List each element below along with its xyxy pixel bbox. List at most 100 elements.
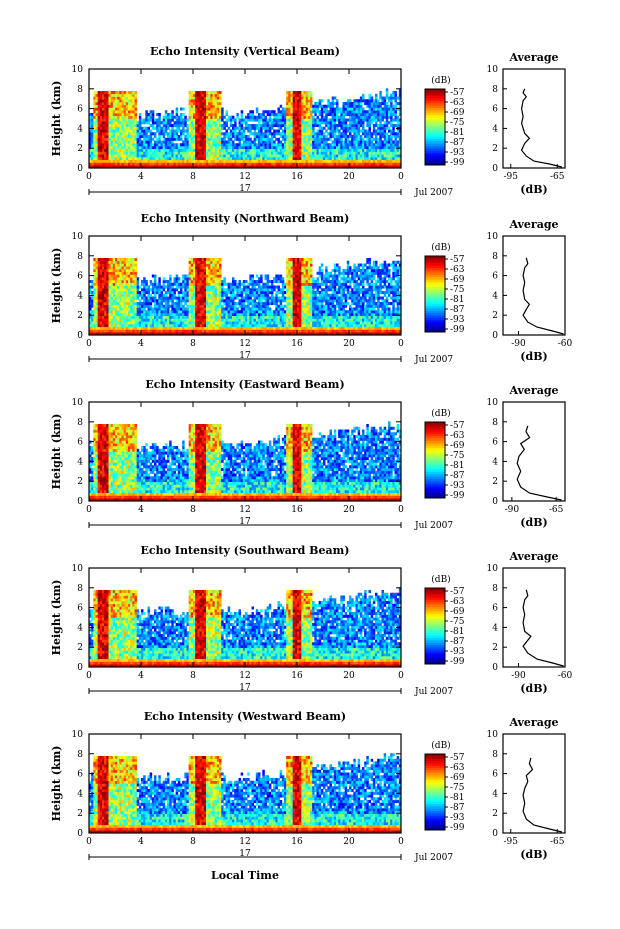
heatmap-cell	[95, 313, 98, 317]
heatmap-cell	[104, 304, 107, 308]
heatmap-cell	[149, 124, 153, 128]
heatmap-cell	[89, 307, 92, 311]
heatmap-cell	[151, 162, 155, 166]
heatmap-cell	[210, 329, 213, 333]
heatmap-cell	[390, 165, 393, 169]
heatmap-cell	[201, 165, 205, 169]
heatmap-cell	[227, 307, 231, 311]
heatmap-cell	[392, 157, 395, 161]
heatmap-cell	[223, 310, 226, 314]
heatmap-cell	[102, 313, 105, 317]
heatmap-cell	[136, 143, 140, 147]
heatmap-cell	[128, 329, 131, 333]
heatmap-cell	[158, 137, 161, 141]
heatmap-cell	[305, 124, 309, 128]
heatmap-cell	[102, 107, 105, 111]
heatmap-cell	[383, 96, 387, 100]
heatmap-cell	[346, 129, 350, 133]
heatmap-cell	[225, 129, 228, 133]
heatmap-cell	[392, 148, 395, 152]
heatmap-cell	[136, 282, 140, 286]
heatmap-cell	[99, 315, 103, 319]
heatmap-cell	[310, 146, 313, 150]
heatmap-cell	[375, 110, 378, 114]
heatmap-cell	[93, 162, 96, 166]
heatmap-cell	[99, 121, 103, 125]
colorbar-band	[425, 134, 445, 137]
heatmap-cell	[273, 143, 276, 147]
heatmap-cell	[284, 159, 287, 163]
heatmap-cell	[392, 104, 395, 108]
heatmap-cell	[102, 93, 105, 97]
heatmap-cell	[145, 115, 148, 119]
heatmap-cell	[210, 132, 213, 136]
heatmap-cell	[145, 285, 148, 289]
heatmap-cell	[340, 121, 343, 125]
heatmap-cell	[245, 126, 248, 130]
heatmap-cell	[336, 159, 339, 163]
heatmap-cell	[314, 113, 317, 117]
heatmap-cell	[212, 118, 215, 122]
heatmap-cell	[221, 126, 224, 130]
heatmap-cell	[156, 140, 159, 144]
heatmap-cell	[338, 151, 341, 155]
heatmap-cell	[357, 124, 361, 128]
heatmap-cell	[305, 99, 309, 103]
heatmap-cell	[106, 288, 109, 292]
heatmap-cell	[253, 118, 257, 122]
heatmap-cell	[154, 321, 157, 325]
y-tick-label: 4	[77, 124, 83, 134]
heatmap-cell	[167, 143, 170, 147]
heatmap-cell	[123, 93, 127, 97]
heatmap-cell	[221, 132, 224, 136]
heatmap-cell	[310, 157, 313, 161]
heatmap-cell	[208, 307, 211, 311]
heatmap-cell	[392, 126, 395, 130]
heatmap-cell	[119, 99, 122, 103]
heatmap-cell	[349, 102, 352, 106]
heatmap-cell	[93, 118, 96, 122]
heatmap-cell	[89, 137, 92, 141]
heatmap-cell	[158, 288, 161, 292]
heatmap-cell	[208, 93, 211, 97]
heatmap-cell	[128, 310, 131, 314]
heatmap-cell	[162, 126, 166, 130]
heatmap-cell	[316, 135, 319, 139]
heatmap-cell	[268, 124, 272, 128]
heatmap-cell	[379, 110, 382, 114]
heatmap-cell	[342, 162, 345, 166]
heatmap-cell	[377, 115, 380, 119]
heatmap-cell	[303, 148, 306, 152]
heatmap-cell	[227, 140, 231, 144]
heatmap-cell	[370, 165, 374, 169]
heatmap-cell	[115, 137, 118, 141]
heatmap-cell	[223, 324, 226, 328]
heatmap-cell	[325, 129, 328, 133]
heatmap-cell	[147, 288, 150, 292]
heatmap-cell	[89, 129, 92, 133]
heatmap-cell	[199, 162, 202, 166]
heatmap-cell	[188, 102, 192, 106]
heatmap-cell	[385, 107, 389, 111]
heatmap-cell	[115, 162, 118, 166]
heatmap-cell	[388, 159, 391, 163]
heatmap-cell	[364, 118, 367, 122]
heatmap-cell	[167, 140, 170, 144]
heatmap-cell	[175, 299, 179, 303]
heatmap-cell	[394, 104, 397, 108]
heatmap-cell	[394, 154, 397, 158]
heatmap-cell	[188, 318, 192, 322]
heatmap-cell	[325, 148, 328, 152]
heatmap-cell	[390, 132, 393, 136]
heatmap-cell	[203, 104, 207, 108]
heatmap-cell	[130, 258, 133, 262]
heatmap-cell	[175, 277, 179, 281]
heatmap-cell	[141, 293, 144, 297]
heatmap-cell	[117, 148, 120, 152]
heatmap-cell	[223, 315, 226, 319]
heatmap-cell	[160, 326, 163, 330]
heatmap-cell	[310, 162, 313, 166]
heatmap-cell	[346, 113, 350, 117]
heatmap-cell	[364, 148, 367, 152]
heatmap-cell	[375, 146, 378, 150]
